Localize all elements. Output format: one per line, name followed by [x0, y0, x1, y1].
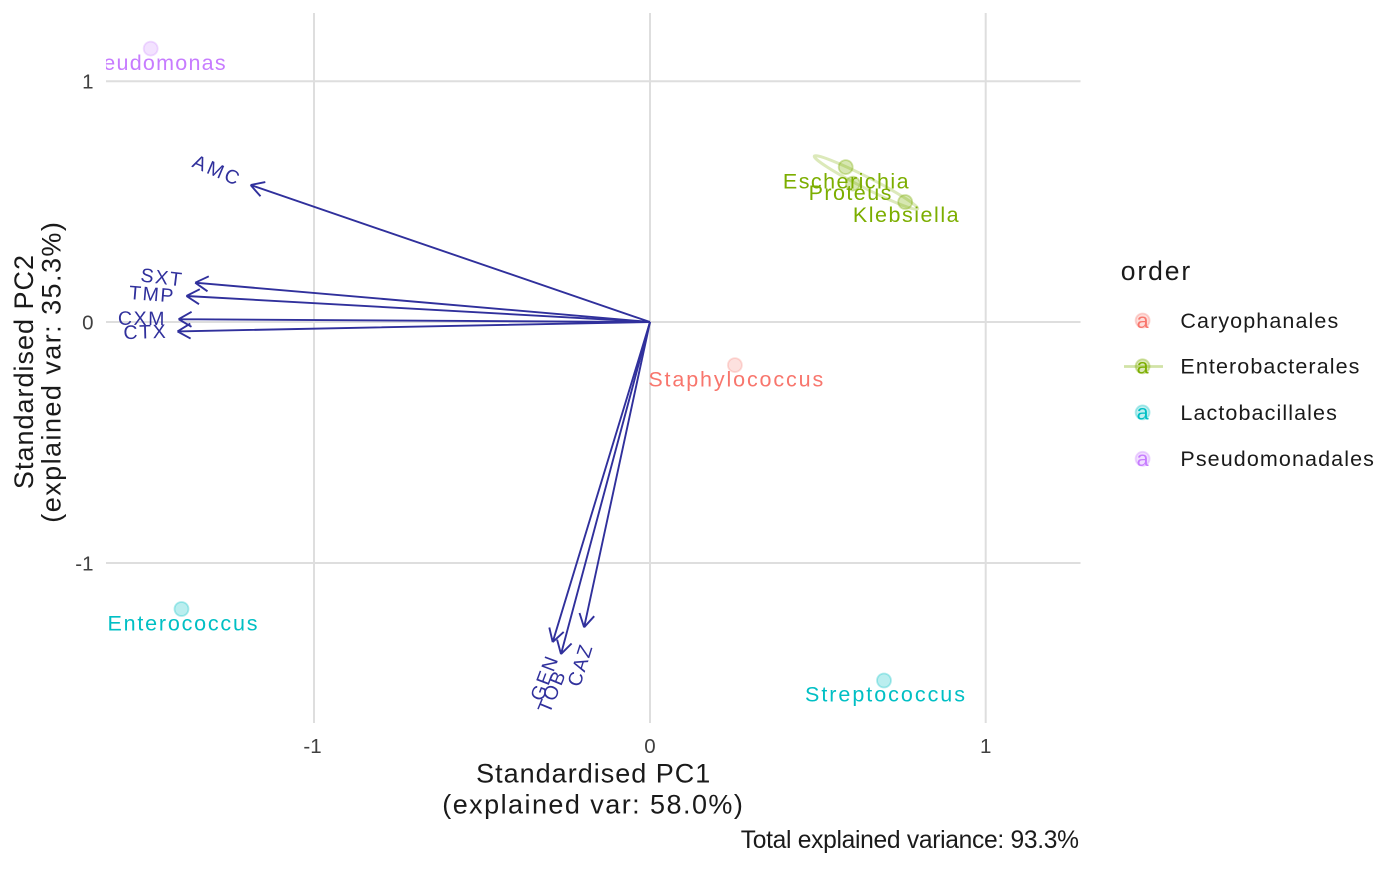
svg-text:CXM: CXM: [118, 308, 166, 330]
svg-text:(explained var: 58.0%): (explained var: 58.0%): [442, 790, 744, 820]
svg-text:0: 0: [82, 312, 93, 335]
svg-text:Enterococcus: Enterococcus: [108, 612, 260, 636]
svg-text:-1: -1: [303, 735, 321, 758]
svg-text:Escherichia: Escherichia: [783, 170, 910, 194]
svg-text:(explained var: 35.3%): (explained var: 35.3%): [36, 221, 66, 523]
svg-text:1: 1: [980, 735, 991, 758]
svg-text:Standardised PC2: Standardised PC2: [9, 254, 39, 489]
svg-text:CTX: CTX: [123, 321, 167, 344]
svg-text:Pseudomonadales: Pseudomonadales: [1180, 447, 1375, 471]
svg-text:Proteus: Proteus: [809, 181, 893, 205]
svg-text:a: a: [1137, 309, 1149, 333]
svg-text:0: 0: [644, 735, 655, 758]
svg-text:Pseudomonas: Pseudomonas: [76, 51, 227, 75]
svg-text:Standardised PC1: Standardised PC1: [476, 759, 711, 789]
svg-text:Caryophanales: Caryophanales: [1180, 309, 1339, 333]
svg-text:Lactobacillales: Lactobacillales: [1180, 401, 1338, 425]
svg-text:1: 1: [82, 71, 93, 94]
svg-text:a: a: [1137, 355, 1149, 379]
svg-text:a: a: [1137, 401, 1149, 425]
svg-text:Enterobacterales: Enterobacterales: [1180, 355, 1360, 379]
svg-text:SXT: SXT: [139, 265, 184, 292]
svg-text:TMP: TMP: [128, 282, 176, 308]
svg-text:Streptococcus: Streptococcus: [805, 683, 967, 707]
svg-text:a: a: [1137, 447, 1149, 471]
svg-text:-1: -1: [75, 553, 93, 576]
svg-text:order: order: [1121, 256, 1192, 286]
svg-text:Klebsiella: Klebsiella: [853, 203, 960, 227]
svg-text:Staphylococcus: Staphylococcus: [648, 368, 825, 392]
svg-text:Total explained variance: 93.3: Total explained variance: 93.3%: [741, 827, 1079, 854]
